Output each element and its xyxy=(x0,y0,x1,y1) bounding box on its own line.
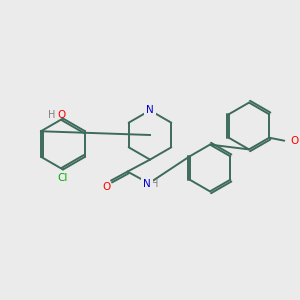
Text: O: O xyxy=(291,136,299,146)
Text: O: O xyxy=(102,182,111,192)
Text: Cl: Cl xyxy=(58,173,68,184)
Text: N: N xyxy=(143,178,151,189)
Text: O: O xyxy=(57,110,66,120)
Text: H: H xyxy=(48,110,55,120)
Text: H: H xyxy=(151,178,158,189)
Text: N: N xyxy=(146,105,154,116)
